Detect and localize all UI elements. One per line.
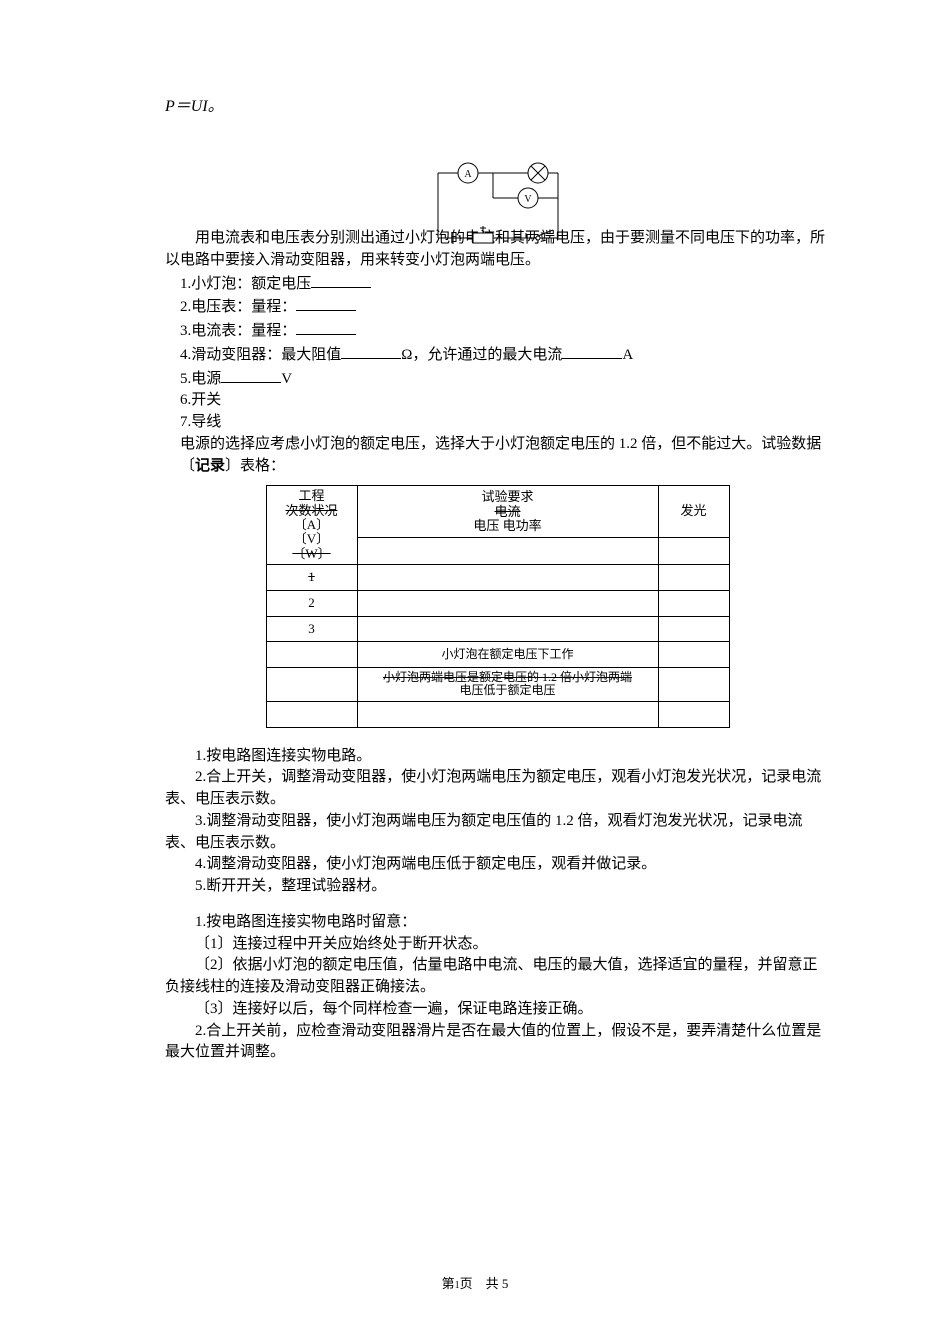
formula-line: P＝UI。 (165, 95, 830, 118)
table-row-3: 3 (266, 616, 357, 642)
table-row-1: 1 (266, 564, 357, 590)
item-4: 4.滑动变阻器：最大阻值Ω，允许通过的最大电流A (180, 343, 830, 367)
table-cell (357, 616, 658, 642)
blank-field (311, 272, 371, 288)
item-6: 6.开关 (180, 390, 830, 412)
item-3: 3.电流表：量程： (180, 319, 830, 343)
table-cell (357, 564, 658, 590)
table-cell (658, 564, 729, 590)
item-7: 7.导线 (180, 412, 830, 434)
table-cell (357, 590, 658, 616)
table-cell (658, 616, 729, 642)
item-5: 5.电源V (180, 367, 830, 391)
step-1: 1.按电路图连接实物电路。 (165, 746, 830, 768)
table-cell (357, 538, 658, 565)
blank-field (562, 343, 622, 359)
note-2: 2.合上开关前，应检查滑动变阻器滑片是否在最大值的位置上，假设不是，要弄清楚什么… (165, 1021, 830, 1065)
table-cell (266, 668, 357, 701)
document-page: P＝UI。 A V 用电流表 (0, 0, 950, 1344)
table-cell (658, 668, 729, 701)
table-cell (658, 642, 729, 668)
source-paragraph: 电源的选择应考虑小灯泡的额定电压，选择大于小灯泡额定电压的 1.2 倍，但不能过… (180, 434, 830, 478)
data-table: 工程 次数状况 〔A〕 〔V〕 〔W〕 试验要求 电流 电压 电功率 发光 1 … (266, 485, 730, 727)
blank-field (296, 295, 356, 311)
table-head-left: 工程 次数状况 〔A〕 〔V〕 〔W〕 (266, 486, 357, 564)
table-cell (658, 701, 729, 727)
step-2: 2.合上开关，调整滑动变阻器，使小灯泡两端电压为额定电压，观看小灯泡发光状况，记… (165, 767, 830, 811)
table-row-2: 2 (266, 590, 357, 616)
table-cell (658, 590, 729, 616)
step-4: 4.调整滑动变阻器，使小灯泡两端电压低于额定电压，观看并做记录。 (165, 854, 830, 876)
blank-field (221, 367, 281, 383)
item-2: 2.电压表：量程： (180, 295, 830, 319)
table-cell (266, 701, 357, 727)
table-cell (266, 642, 357, 668)
step-3: 3.调整滑动变阻器，使小灯泡两端电压为额定电压值的 1.2 倍，观看灯泡发光状况… (165, 811, 830, 855)
svg-text:V: V (524, 194, 532, 205)
note-1a: 〔1〕连接过程中开关应始终处于断开状态。 (165, 934, 830, 956)
table-head-mid: 试验要求 电流 电压 电功率 (357, 486, 658, 538)
table-cell (658, 538, 729, 565)
item-1: 1.小灯泡：额定电压 (180, 272, 830, 296)
blank-field (341, 343, 401, 359)
svg-text:A: A (464, 169, 472, 180)
circuit-diagram: A V (165, 158, 830, 248)
table-head-right: 发光 (658, 486, 729, 538)
note-1b: 〔2〕依据小灯泡的额定电压值，估量电路中电流、电压的最大值，选择适宜的量程，并留… (165, 955, 830, 999)
blank-field (296, 319, 356, 335)
page-footer: 第1页 共 5 (0, 1275, 950, 1294)
table-cell (357, 701, 658, 727)
note-1: 1.按电路图连接实物电路时留意： (165, 912, 830, 934)
table-cond-2: 小灯泡两端电压是额定电压的 1.2 倍小灯泡两端电压低于额定电压 (357, 668, 658, 701)
table-cond-1: 小灯泡在额定电压下工作 (357, 642, 658, 668)
note-1c: 〔3〕连接好以后，每个同样检查一遍，保证电路连接正确。 (165, 999, 830, 1021)
step-5: 5.断开开关，整理试验器材。 (165, 876, 830, 898)
